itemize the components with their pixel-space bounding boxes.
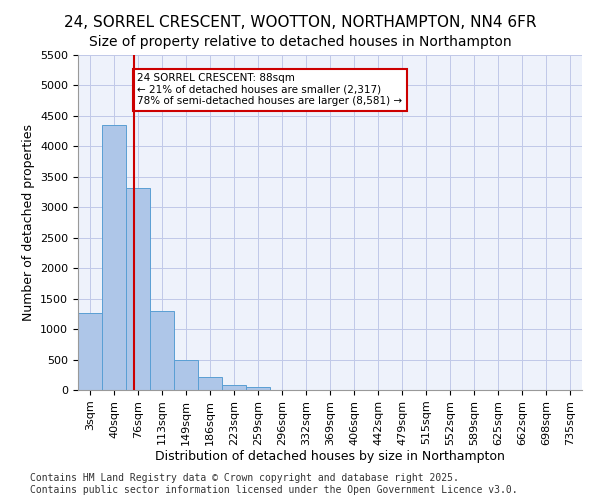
Bar bbox=[198, 376, 222, 390]
Bar bbox=[126, 188, 150, 390]
Bar bbox=[102, 125, 126, 390]
Bar bbox=[174, 360, 198, 390]
Bar bbox=[150, 312, 174, 390]
Text: Size of property relative to detached houses in Northampton: Size of property relative to detached ho… bbox=[89, 35, 511, 49]
Text: 24 SORREL CRESCENT: 88sqm
← 21% of detached houses are smaller (2,317)
78% of se: 24 SORREL CRESCENT: 88sqm ← 21% of detac… bbox=[137, 74, 403, 106]
Y-axis label: Number of detached properties: Number of detached properties bbox=[22, 124, 35, 321]
Text: Contains HM Land Registry data © Crown copyright and database right 2025.
Contai: Contains HM Land Registry data © Crown c… bbox=[30, 474, 518, 495]
Bar bbox=[222, 385, 246, 390]
Bar bbox=[78, 312, 102, 390]
Bar bbox=[246, 386, 270, 390]
X-axis label: Distribution of detached houses by size in Northampton: Distribution of detached houses by size … bbox=[155, 450, 505, 464]
Text: 24, SORREL CRESCENT, WOOTTON, NORTHAMPTON, NN4 6FR: 24, SORREL CRESCENT, WOOTTON, NORTHAMPTO… bbox=[64, 15, 536, 30]
